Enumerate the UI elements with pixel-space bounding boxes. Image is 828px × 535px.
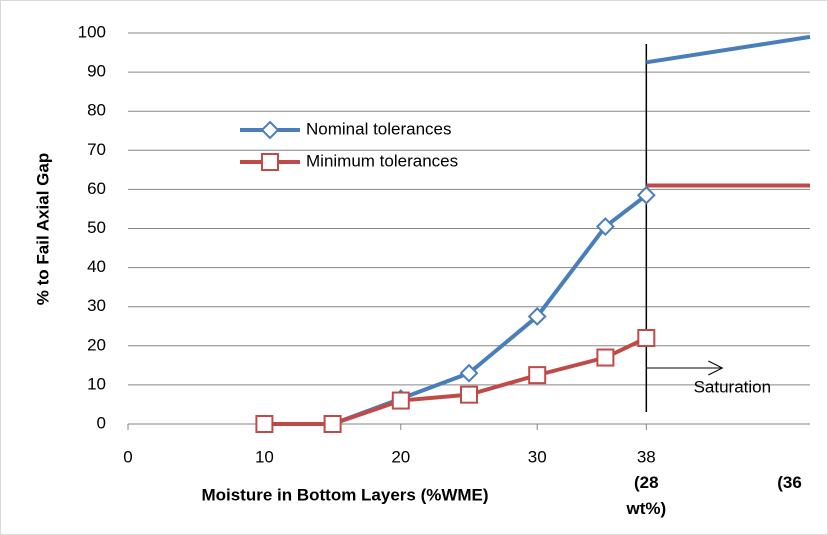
legend-marker bbox=[260, 120, 280, 140]
annotation: Saturation bbox=[694, 377, 772, 396]
x-tick-label: 0 bbox=[123, 447, 132, 466]
y-axis-title: % to Fail Axial Gap bbox=[33, 153, 52, 305]
marker bbox=[391, 391, 410, 410]
x-note: (28 wt%) bbox=[625, 473, 666, 518]
x-note: (36 bbox=[777, 473, 802, 492]
x-tick-label: 10 bbox=[255, 447, 274, 466]
y-tick-label: 90 bbox=[87, 62, 106, 81]
marker bbox=[596, 348, 615, 367]
x-tick-label: 20 bbox=[391, 447, 410, 466]
marker bbox=[323, 415, 342, 433]
x-tick-label: 38 bbox=[637, 447, 656, 466]
x-axis-title: Moisture in Bottom Layers (%WME) bbox=[201, 485, 488, 504]
marker bbox=[595, 217, 615, 236]
legend-label: Nominal tolerances bbox=[306, 119, 452, 138]
saturation-arrow-head bbox=[708, 360, 724, 376]
y-tick-label: 60 bbox=[87, 179, 106, 198]
legend-marker bbox=[261, 153, 279, 171]
y-tick-label: 80 bbox=[87, 101, 106, 120]
y-tick-label: 10 bbox=[87, 374, 106, 393]
marker bbox=[459, 363, 479, 383]
y-tick-label: 100 bbox=[78, 22, 106, 41]
marker bbox=[460, 385, 478, 404]
marker bbox=[255, 415, 274, 433]
y-tick-label: 20 bbox=[87, 335, 106, 354]
marker bbox=[636, 185, 656, 205]
marker bbox=[637, 328, 656, 347]
marker bbox=[527, 307, 547, 326]
y-tick-label: 30 bbox=[87, 296, 106, 315]
y-tick-label: 70 bbox=[87, 140, 106, 159]
marker bbox=[528, 366, 547, 385]
x-tick-label: 30 bbox=[528, 447, 547, 466]
y-tick-label: 0 bbox=[97, 413, 106, 432]
legend-label: Minimum tolerances bbox=[306, 151, 458, 170]
y-tick-label: 50 bbox=[87, 218, 106, 237]
saturation-line bbox=[646, 34, 811, 65]
y-tick-label: 40 bbox=[87, 257, 106, 276]
